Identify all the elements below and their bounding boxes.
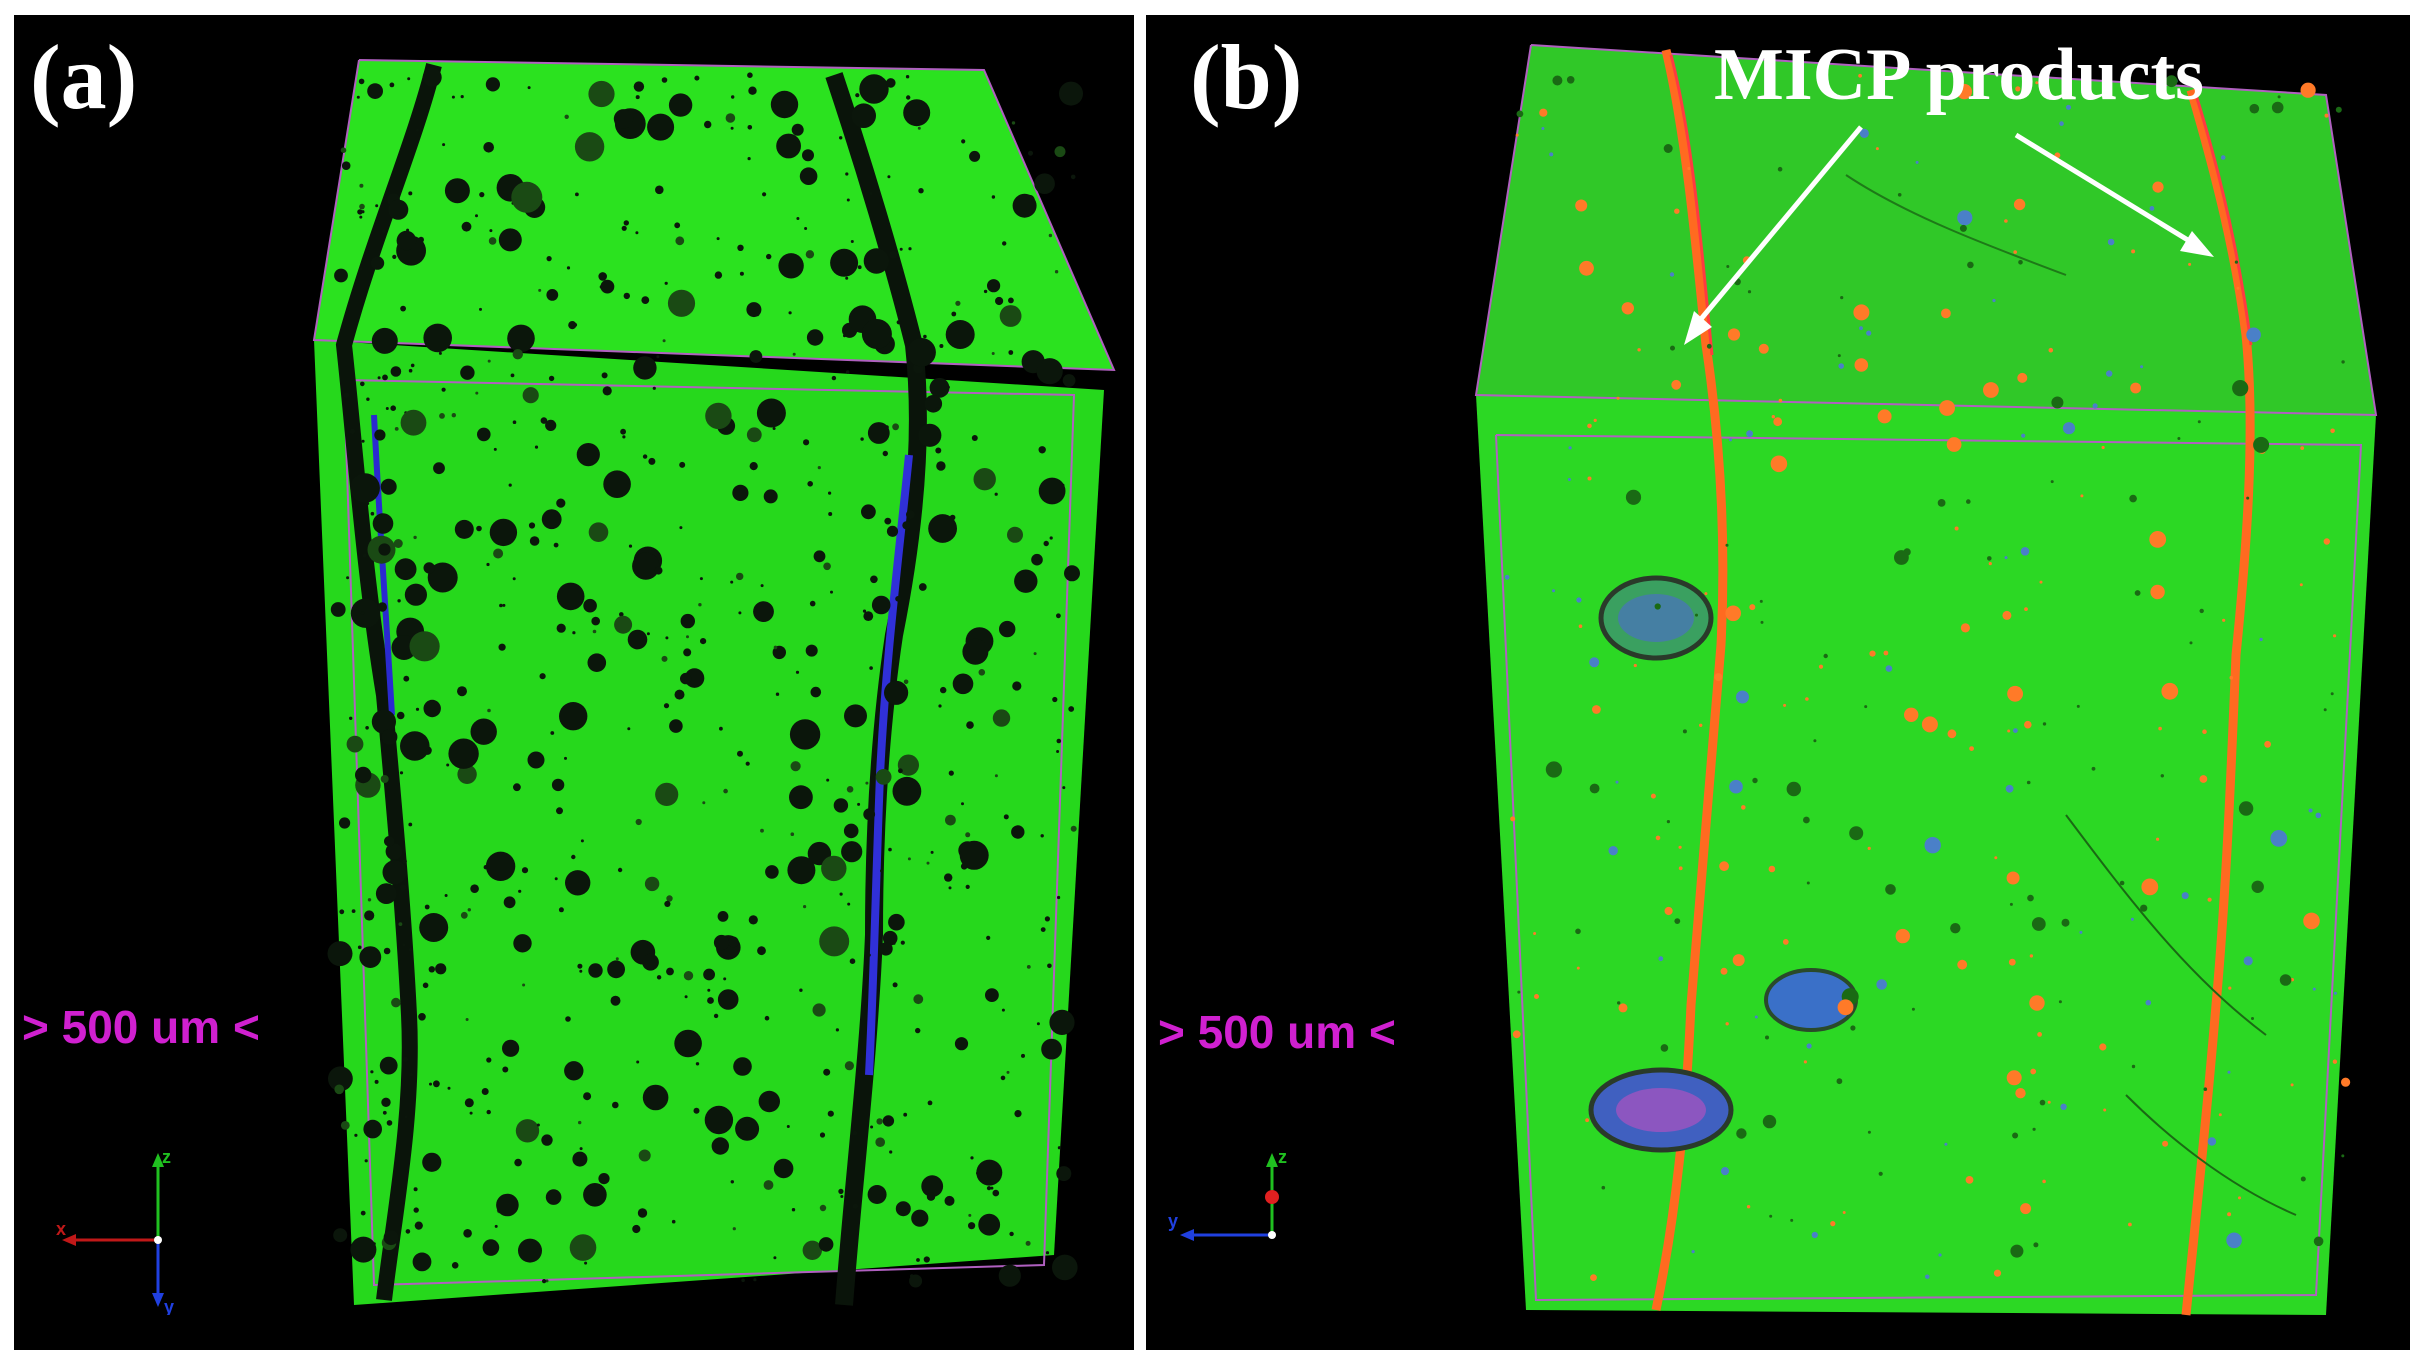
- axis-x-label-a: x: [56, 1219, 66, 1239]
- micp-products-annotation: MICP products: [1714, 34, 2204, 116]
- axis-y-label-b: y: [1168, 1211, 1178, 1231]
- pores-b: [1504, 73, 2351, 1281]
- panel-b: (b) MICP products > 500 um < z y: [1146, 15, 2410, 1350]
- axis-triad-a: z x y: [56, 1147, 174, 1315]
- panel-label-b: (b): [1190, 26, 1303, 128]
- axis-z-label-b: z: [1278, 1147, 1287, 1167]
- annotation-arrows: [1684, 125, 2214, 345]
- ct-volume-b: [1474, 44, 2378, 1316]
- pores-a: [327, 67, 1083, 1288]
- axis-triad-b: z y: [1168, 1147, 1287, 1241]
- ct-volume-a: [312, 59, 1116, 1306]
- scale-bar-label-a: > 500 um <: [22, 1001, 260, 1053]
- panel-a: (a) > 500 um < z x y: [14, 15, 1134, 1350]
- axis-y-label-a: y: [164, 1297, 174, 1315]
- micp-crack-right: [2181, 88, 2255, 1316]
- panel-label-a: (a): [30, 26, 138, 128]
- axis-z-label-a: z: [162, 1147, 171, 1167]
- scale-bar-label-b: > 500 um <: [1158, 1006, 1396, 1058]
- crack-left-a: [335, 63, 442, 1301]
- top-face-a: [314, 60, 1114, 370]
- front-face-b: [1476, 395, 2376, 1315]
